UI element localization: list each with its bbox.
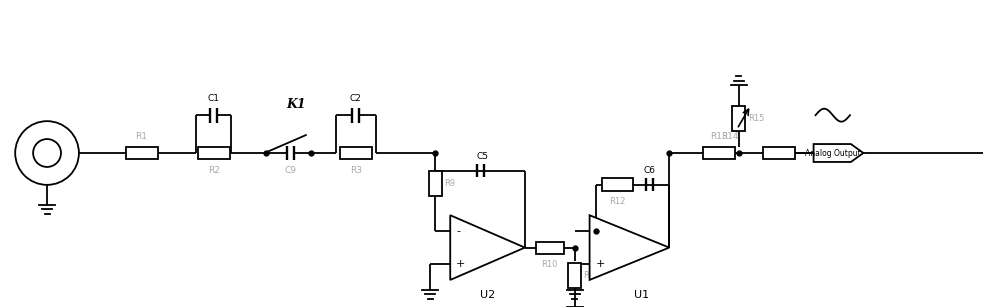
Bar	[568, 263, 581, 288]
Text: R9: R9	[444, 179, 455, 188]
Bar	[732, 106, 745, 131]
Text: R2: R2	[208, 166, 220, 175]
Text: U2: U2	[480, 290, 495, 300]
Bar	[429, 172, 442, 196]
Text: U1: U1	[634, 290, 649, 300]
Bar	[763, 147, 795, 160]
Polygon shape	[450, 215, 525, 280]
Text: R11: R11	[583, 271, 599, 280]
Text: +: +	[456, 259, 466, 269]
Text: +: +	[596, 259, 605, 269]
Polygon shape	[814, 144, 863, 162]
Bar	[536, 241, 564, 253]
Bar	[198, 147, 230, 160]
Text: R15: R15	[748, 114, 764, 123]
Bar	[340, 147, 372, 160]
Text: R10: R10	[542, 260, 558, 269]
Text: -: -	[456, 226, 460, 237]
Bar	[126, 147, 158, 160]
Text: C9: C9	[285, 166, 297, 175]
Text: K1: K1	[286, 98, 306, 111]
Text: C6: C6	[643, 166, 655, 175]
Circle shape	[15, 121, 79, 185]
Text: R12: R12	[609, 197, 626, 206]
Text: R3: R3	[350, 166, 362, 175]
Text: Analog Output: Analog Output	[805, 148, 860, 157]
Text: R14: R14	[721, 132, 739, 141]
Text: C2: C2	[350, 94, 362, 103]
Text: -: -	[596, 226, 600, 237]
Text: C5: C5	[476, 152, 488, 161]
Text: R1: R1	[136, 132, 148, 141]
Bar	[602, 178, 633, 191]
Bar	[703, 147, 735, 160]
Text: C1: C1	[208, 94, 220, 103]
Circle shape	[33, 139, 61, 167]
Polygon shape	[590, 215, 669, 280]
Text: R13: R13	[710, 132, 728, 141]
